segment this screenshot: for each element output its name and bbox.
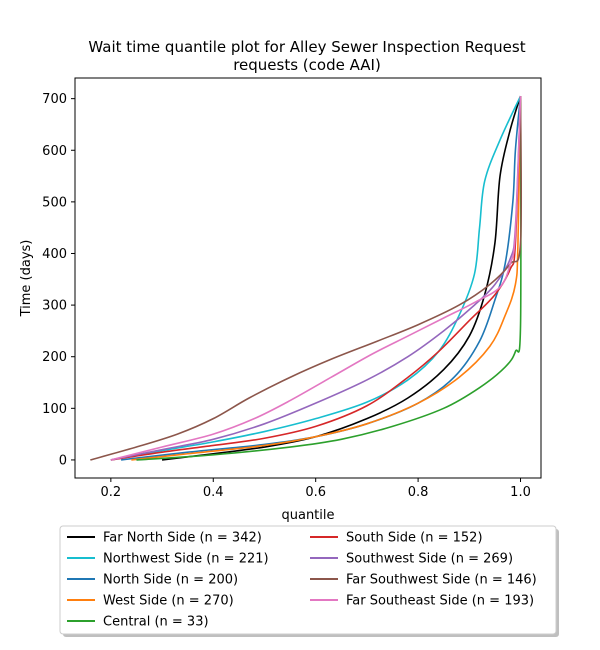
- series-line-6: [110, 96, 522, 461]
- legend-label-8: Far Southeast Side (n = 193): [346, 594, 534, 609]
- x-tick-label-2: 0.6: [305, 485, 326, 500]
- chart-title-line-1: Wait time quantile plot for Alley Sewer …: [88, 38, 525, 56]
- legend-label-7: Far Southwest Side (n = 146): [346, 573, 537, 588]
- legend-label-4: Central (n = 33): [103, 615, 209, 630]
- series-layer: [90, 95, 523, 461]
- legend-label-2: North Side (n = 200): [103, 573, 238, 588]
- plot-frame: [74, 77, 542, 479]
- x-tick-label-4: 1.0: [510, 485, 531, 500]
- y-tick-label-6: 600: [42, 144, 67, 159]
- y-tick-label-5: 500: [42, 195, 67, 210]
- legend-label-1: Northwest Side (n = 221): [103, 552, 269, 567]
- y-tick-label-7: 700: [42, 92, 67, 107]
- legend-items: Far North Side (n = 342) Northwest Side (…: [67, 531, 537, 630]
- series-line-5: [110, 96, 522, 461]
- y-axis-label: Time (days): [19, 240, 34, 318]
- x-tick-label-0: 0.2: [101, 485, 122, 500]
- y-tick-label-4: 400: [42, 247, 67, 262]
- series-line-1: [110, 95, 522, 461]
- series-line-0: [161, 95, 522, 461]
- legend: Far North Side (n = 342) Northwest Side (…: [59, 525, 559, 637]
- y-tick-label-0: 0: [59, 453, 67, 468]
- series-line-8: [110, 96, 522, 461]
- legend-label-0: Far North Side (n = 342): [103, 531, 262, 546]
- tick-layer: 0.2 0.4 0.6 0.8 1.0 0 100 200 300 400 500 600 700: [42, 92, 531, 500]
- series-line-7: [90, 96, 523, 461]
- x-tick-label-1: 0.4: [203, 485, 224, 500]
- legend-box: [59, 525, 557, 635]
- x-axis-label: quantile: [281, 508, 334, 523]
- legend-label-5: South Side (n = 152): [346, 531, 483, 546]
- y-tick-label-1: 100: [42, 402, 67, 417]
- series-line-3: [131, 96, 522, 461]
- series-line-2: [120, 95, 522, 461]
- chart-title-line-2: requests (code AAI): [233, 56, 381, 74]
- series-line-4: [136, 96, 522, 461]
- y-tick-label-2: 200: [42, 350, 67, 365]
- legend-label-6: Southwest Side (n = 269): [346, 552, 513, 567]
- y-tick-label-3: 300: [42, 299, 67, 314]
- x-tick-label-3: 0.8: [408, 485, 429, 500]
- legend-label-3: West Side (n = 270): [103, 594, 234, 609]
